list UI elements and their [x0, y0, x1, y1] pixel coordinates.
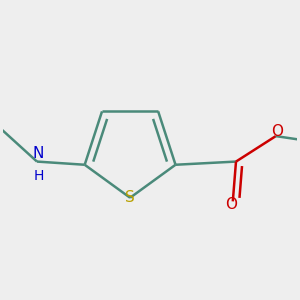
Text: N: N — [33, 146, 44, 161]
Text: H: H — [33, 169, 44, 183]
Text: S: S — [125, 190, 135, 205]
Text: O: O — [272, 124, 284, 139]
Text: O: O — [225, 197, 237, 212]
